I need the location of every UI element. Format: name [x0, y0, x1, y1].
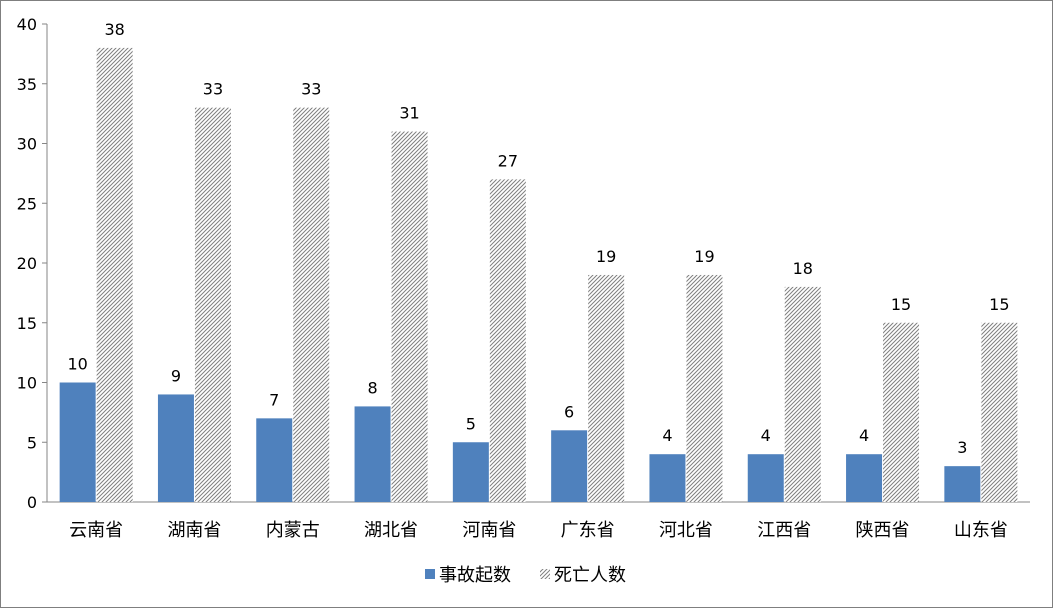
y-tick-label: 15: [17, 314, 37, 333]
x-axis: 云南省 湖南省 内蒙古 湖北省 河南省 广东省 河北省 江西省 陕西省 山东省: [47, 501, 1030, 541]
bar-deaths: [588, 274, 625, 502]
y-tick-label: 20: [17, 254, 37, 273]
legend-swatch: [540, 569, 550, 579]
bar-accidents: [846, 454, 883, 502]
bar-deaths: [194, 107, 231, 503]
bar-deaths: [784, 286, 821, 502]
bar-deaths: [96, 47, 133, 503]
y-tick-label: 40: [17, 15, 37, 34]
bar-accidents: [944, 466, 981, 502]
x-tick-label: 湖北省: [364, 520, 418, 541]
data-label-deaths: 38: [104, 20, 124, 39]
data-label-accidents: 4: [761, 426, 771, 445]
data-label-accidents: 9: [171, 366, 181, 385]
bar-deaths: [686, 274, 723, 502]
x-tick-label: 陕西省: [856, 520, 910, 541]
y-tick-label: 30: [17, 135, 37, 154]
y-tick-label: 35: [17, 75, 37, 94]
data-label-accidents: 4: [662, 426, 672, 445]
bar-accidents: [256, 418, 293, 502]
data-label-accidents: 4: [859, 426, 869, 445]
x-tick-label: 江西省: [757, 520, 811, 541]
bar-accidents: [747, 454, 784, 502]
bar-accidents: [452, 442, 489, 502]
y-axis: 0 5 10 15 20 25 30 35 40: [17, 15, 48, 512]
data-label-accidents: 7: [269, 390, 279, 409]
x-tick-label: 山东省: [954, 520, 1008, 541]
bar-deaths: [981, 322, 1018, 502]
y-tick-label: 5: [27, 433, 37, 452]
data-label-deaths: 33: [203, 80, 223, 99]
x-tick-label: 河北省: [659, 520, 713, 541]
data-label-deaths: 31: [399, 104, 419, 123]
x-tick-label: 湖南省: [167, 520, 221, 541]
y-tick-label: 0: [27, 493, 37, 512]
legend: 事故起数 死亡人数: [425, 565, 626, 586]
data-label-deaths: 18: [793, 259, 813, 278]
bar-accidents: [59, 382, 96, 502]
legend-label: 事故起数: [439, 565, 511, 586]
bar-deaths: [391, 131, 428, 503]
legend-label: 死亡人数: [554, 565, 626, 586]
data-label-accidents: 8: [367, 378, 377, 397]
data-label-deaths: 19: [596, 247, 616, 266]
legend-swatch: [425, 569, 435, 579]
data-label-accidents: 6: [564, 402, 574, 421]
bar-deaths: [883, 322, 920, 502]
x-tick-label: 广东省: [561, 520, 615, 541]
x-tick-label: 河南省: [462, 520, 516, 541]
data-label-deaths: 27: [498, 151, 518, 170]
y-tick-label: 10: [17, 374, 37, 393]
bar-accidents: [157, 394, 194, 502]
bar-accidents: [354, 406, 391, 502]
data-label-accidents: 5: [466, 414, 476, 433]
data-label-deaths: 15: [989, 295, 1009, 314]
data-label-deaths: 33: [301, 80, 321, 99]
bar-accidents: [551, 430, 588, 502]
bar-accidents: [649, 454, 686, 502]
x-tick-label: 云南省: [69, 520, 123, 541]
data-label-deaths: 19: [694, 247, 714, 266]
data-label-accidents: 10: [67, 355, 87, 374]
data-label-accidents: 3: [957, 438, 967, 457]
bars: [59, 47, 1018, 503]
bar-deaths: [489, 179, 526, 502]
x-tick-label: 内蒙古: [266, 520, 320, 541]
y-tick-label: 25: [17, 194, 37, 213]
data-label-deaths: 15: [891, 295, 911, 314]
bar-deaths: [293, 107, 330, 503]
